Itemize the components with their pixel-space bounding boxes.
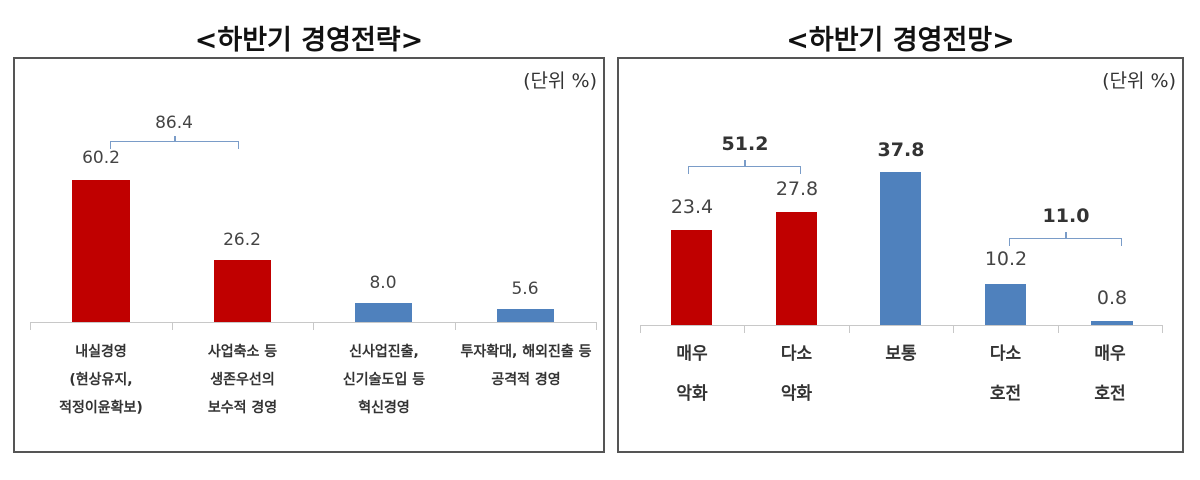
right-x-axis bbox=[640, 325, 1163, 326]
right-bar-2 bbox=[776, 212, 817, 325]
right-axis-tick bbox=[1058, 325, 1059, 333]
left-bar-3 bbox=[355, 303, 412, 322]
left-category-2: 사업축소 등 생존우선의 보수적 경영 bbox=[207, 344, 278, 416]
right-value-3: 37.8 bbox=[877, 139, 925, 161]
right-group-brace-better bbox=[1009, 238, 1122, 246]
right-value-5: 0.8 bbox=[1096, 287, 1128, 309]
right-group-brace-worse-stem bbox=[744, 160, 746, 166]
left-axis-tick bbox=[313, 322, 314, 330]
left-group-brace bbox=[110, 141, 239, 149]
right-bar-4 bbox=[985, 284, 1026, 325]
right-category-5: 매우 호전 bbox=[1094, 344, 1126, 404]
left-category-4: 투자확대, 해외진출 등 공격적 경영 bbox=[460, 344, 592, 388]
right-category-1: 매우 악화 bbox=[676, 344, 708, 404]
right-axis-tick bbox=[849, 325, 850, 333]
left-category-3: 신사업진출, 신기술도입 등 혁신경영 bbox=[342, 344, 426, 416]
right-category-3: 보통 bbox=[885, 344, 917, 364]
right-value-1: 23.4 bbox=[670, 196, 714, 218]
right-unit-label: (단위 %) bbox=[1102, 70, 1176, 92]
right-bar-5 bbox=[1091, 321, 1133, 325]
left-bar-4 bbox=[497, 309, 554, 322]
right-group-brace-worse bbox=[688, 166, 801, 174]
left-category-1: 내실경영 (현상유지, 적정이윤확보) bbox=[59, 344, 143, 416]
left-axis-tick bbox=[172, 322, 173, 330]
right-value-4: 10.2 bbox=[984, 248, 1028, 270]
right-axis-tick bbox=[953, 325, 954, 333]
left-axis-tick bbox=[455, 322, 456, 330]
right-group-total-better: 11.0 bbox=[1042, 205, 1090, 227]
left-unit-label: (단위 %) bbox=[523, 70, 597, 92]
right-axis-tick bbox=[1162, 325, 1163, 333]
right-group-brace-better-stem bbox=[1065, 232, 1067, 238]
left-bar-2 bbox=[214, 260, 271, 322]
left-axis-tick bbox=[596, 322, 597, 330]
right-group-total-worse: 51.2 bbox=[721, 133, 769, 155]
left-bar-1 bbox=[72, 180, 130, 322]
left-value-3: 8.0 bbox=[369, 273, 397, 293]
left-value-2: 26.2 bbox=[223, 230, 261, 250]
right-category-4: 다소 호전 bbox=[989, 344, 1022, 404]
right-category-2: 다소 악화 bbox=[780, 344, 813, 404]
left-axis-tick bbox=[30, 322, 31, 330]
right-axis-tick bbox=[744, 325, 745, 333]
right-value-2: 27.8 bbox=[775, 178, 819, 200]
right-chart-title: <하반기 경영전망> bbox=[786, 25, 1015, 56]
right-bar-1 bbox=[671, 230, 712, 325]
right-axis-tick bbox=[640, 325, 641, 333]
left-group-brace-stem bbox=[174, 136, 176, 142]
left-group-total: 86.4 bbox=[155, 113, 193, 133]
left-chart-title: <하반기 경영전략> bbox=[194, 25, 424, 56]
left-value-1: 60.2 bbox=[82, 148, 120, 168]
left-value-4: 5.6 bbox=[511, 279, 539, 299]
right-bar-3 bbox=[880, 172, 921, 325]
